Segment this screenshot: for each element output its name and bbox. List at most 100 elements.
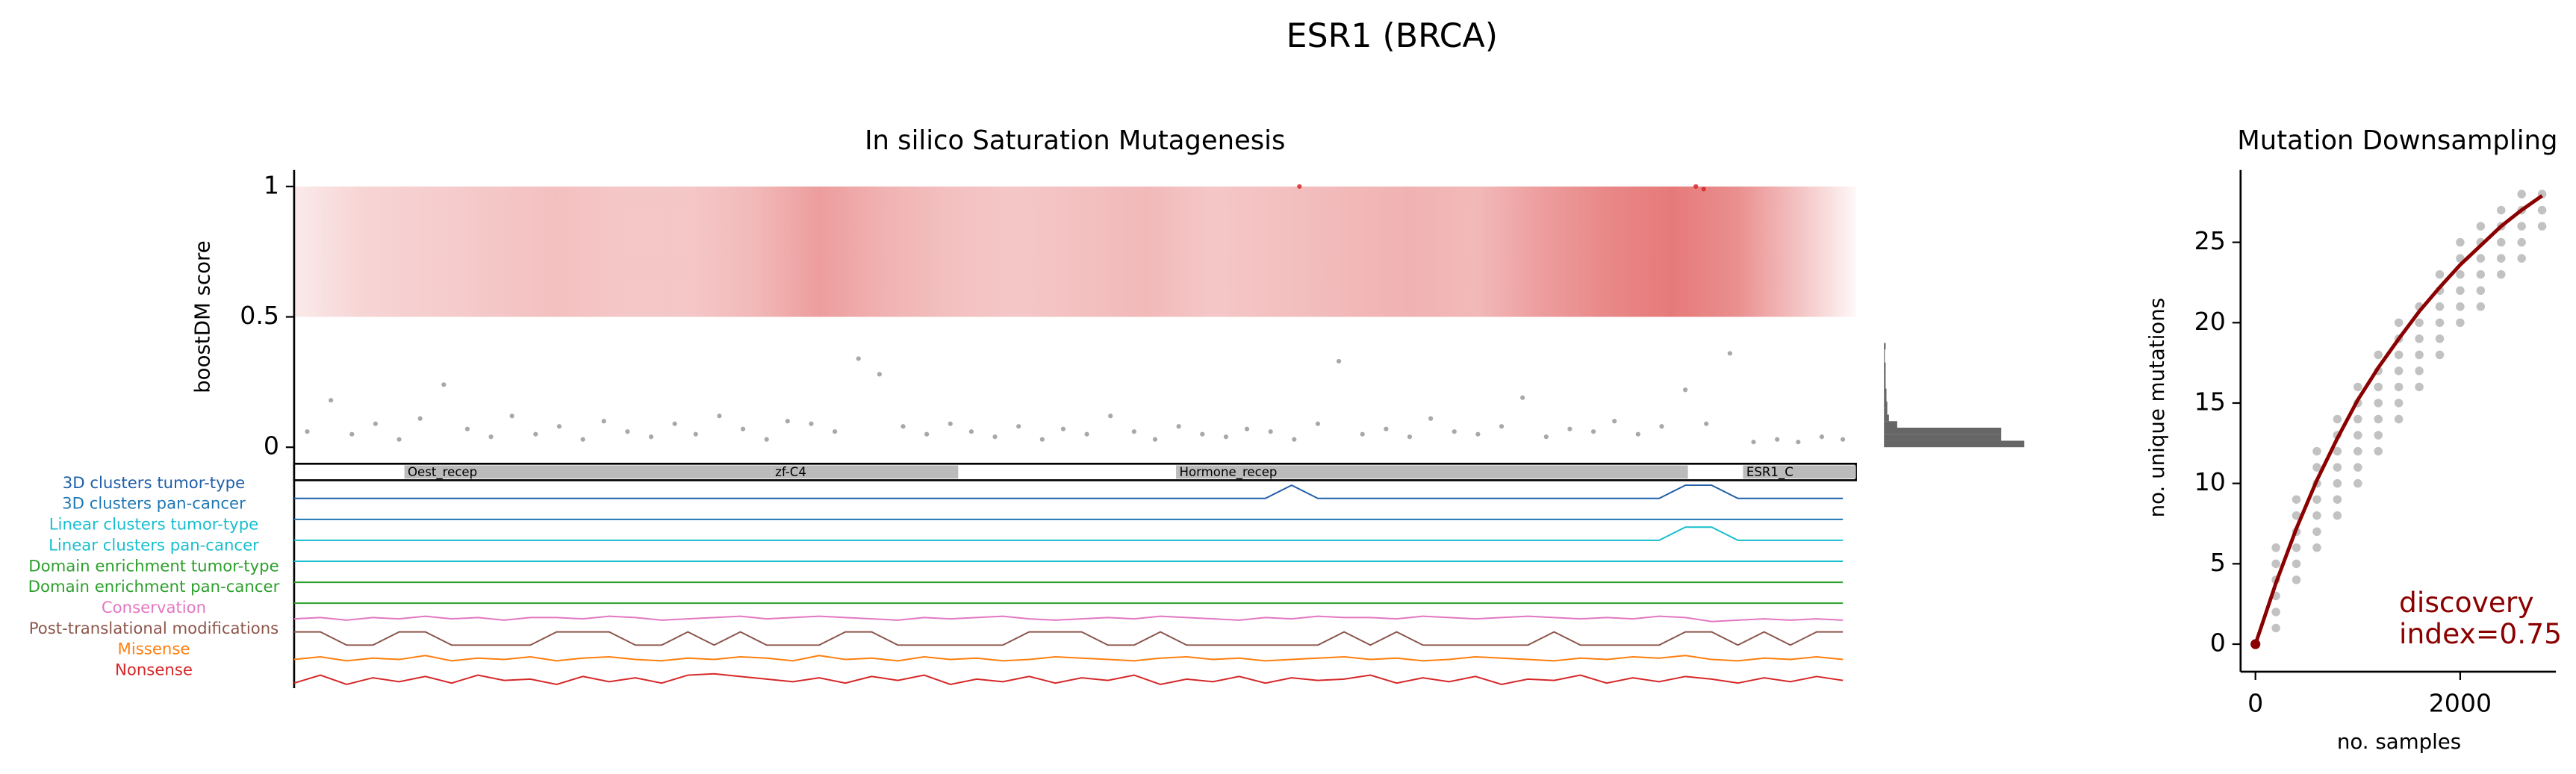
y-tick-label: 0 (264, 431, 279, 461)
score-point (924, 431, 930, 437)
sample-point (2435, 334, 2445, 343)
score-point (968, 429, 974, 434)
sample-point (2353, 446, 2362, 456)
score-point (1292, 437, 1297, 442)
track-label: Linear clusters pan-cancer (49, 536, 259, 555)
score-point (349, 431, 355, 437)
domain (404, 465, 772, 479)
histogram-bar (1884, 343, 1886, 350)
sample-point (2476, 302, 2486, 311)
domain (1176, 465, 1688, 479)
sample-point (2333, 446, 2342, 456)
track-line (293, 484, 1844, 499)
score-point (441, 382, 447, 387)
score-point (1016, 424, 1021, 429)
score-point (672, 421, 677, 426)
sample-point (2333, 478, 2342, 488)
sample-point (2271, 559, 2280, 569)
score-point (1244, 426, 1250, 431)
score-point (1819, 434, 1825, 440)
score-point (1152, 437, 1158, 442)
sample-point (2271, 608, 2280, 617)
y-tick-label: 1 (264, 170, 279, 199)
sample-point (2517, 254, 2526, 263)
sample-point (2374, 414, 2383, 424)
sample-point (2312, 446, 2321, 456)
score-point (556, 424, 562, 429)
domain-label: ESR1_C (1746, 465, 1793, 480)
score-point (329, 398, 334, 403)
track-line (293, 655, 1844, 662)
sample-point (2415, 350, 2424, 360)
track-label: Post-translational modifications (29, 619, 279, 638)
score-point (1796, 440, 1801, 445)
score-point (488, 434, 494, 440)
score-point (1108, 413, 1113, 419)
score-point (1775, 437, 1780, 442)
sample-point (2292, 495, 2301, 504)
chart-title: In silico Saturation Mutagenesis (865, 125, 1285, 156)
sample-point (2497, 237, 2506, 247)
sample-point (2476, 222, 2486, 231)
sample-point (2517, 222, 2526, 231)
sample-point (2353, 431, 2362, 440)
sample-point (2456, 269, 2465, 279)
score-point (601, 419, 606, 424)
score-point (1475, 431, 1481, 437)
sample-point (2374, 446, 2383, 456)
score-point (1268, 429, 1273, 434)
histogram-bar (1884, 369, 1886, 376)
sample-point (2374, 431, 2383, 440)
histogram-bar (1884, 395, 1887, 402)
sample-point (2476, 286, 2486, 296)
sample-point (2312, 511, 2321, 520)
domain (1743, 465, 1856, 479)
score-point (1499, 424, 1505, 429)
y-tick-label: 15 (2194, 387, 2226, 416)
score-point (809, 421, 814, 426)
sample-point (2456, 237, 2465, 247)
score-point (1452, 429, 1457, 434)
sample-point (2476, 254, 2486, 263)
fit-curve (2253, 194, 2543, 645)
chart-title: Mutation Downsampling (2237, 125, 2557, 156)
score-point (1297, 184, 1302, 189)
domain-label: Hormone_recep (1180, 465, 1278, 480)
sample-point (2271, 623, 2280, 633)
sample-point (2394, 414, 2404, 424)
score-point (992, 434, 998, 440)
x-tick-label: 0 (2247, 689, 2263, 718)
sample-point (2394, 366, 2404, 375)
sample-point (2497, 205, 2506, 215)
histogram-bar (1884, 388, 1887, 396)
score-point (856, 356, 861, 361)
histogram-bar (1884, 375, 1886, 382)
sample-point (2271, 543, 2280, 552)
curve-start (2250, 639, 2261, 649)
score-point (1727, 351, 1732, 356)
track-label: 3D clusters pan-cancer (62, 495, 246, 514)
sample-point (2456, 286, 2465, 296)
sample-point (2312, 495, 2321, 504)
sample-point (2333, 511, 2342, 520)
sample-point (2456, 302, 2465, 311)
sample-point (2394, 350, 2404, 360)
track-label: Domain enrichment tumor-type (28, 557, 279, 575)
heatmap-band (293, 186, 1856, 317)
track-line (293, 672, 1844, 685)
histogram-bar (1884, 440, 2025, 448)
annotation: index=0.75 (2399, 617, 2562, 650)
score-point (1336, 358, 1342, 364)
score-point (580, 437, 585, 442)
score-point (1543, 434, 1549, 440)
score-point (1407, 434, 1413, 440)
track-label: 3D clusters tumor-type (63, 474, 245, 493)
domain-label: zf-C4 (775, 465, 806, 479)
histogram-bar (1884, 428, 2002, 434)
sample-point (2537, 222, 2547, 231)
sample-point (2374, 350, 2383, 360)
score-point (1751, 440, 1756, 445)
sample-point (2374, 382, 2383, 392)
annotation: discovery (2399, 586, 2534, 619)
sample-point (2353, 463, 2362, 472)
